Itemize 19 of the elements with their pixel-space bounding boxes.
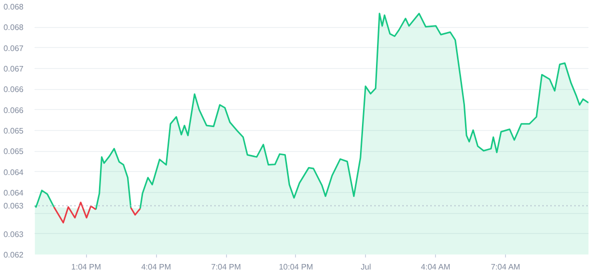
- y-tick-label: 0.068: [3, 2, 24, 12]
- x-tick-label: 4:04 AM: [420, 262, 451, 272]
- x-tick-label: 7:04 AM: [490, 262, 521, 272]
- x-tick-label: 7:04 PM: [211, 262, 242, 272]
- y-tick-label: 0.063: [3, 230, 24, 239]
- x-tick-label: Jul: [360, 262, 372, 272]
- y-tick-label: 0.066: [3, 106, 24, 115]
- y-tick-label: 0.066: [3, 85, 24, 94]
- x-tick-label: 10:04 PM: [278, 262, 314, 272]
- x-tick-label: 1:04 PM: [71, 262, 102, 272]
- y-tick-label: 0.068: [3, 23, 24, 32]
- y-tick-label: 0.062: [3, 250, 24, 260]
- y-tick-label: 0.064: [3, 188, 24, 198]
- y-tick-label: 0.064: [3, 168, 24, 177]
- y-tick-label: 0.065: [3, 126, 24, 136]
- y-tick-label: 0.067: [3, 44, 24, 53]
- x-tick-label: 4:04 PM: [141, 262, 172, 272]
- y-tick-label: 0.067: [3, 64, 24, 74]
- y-tick-label: 0.065: [3, 147, 24, 156]
